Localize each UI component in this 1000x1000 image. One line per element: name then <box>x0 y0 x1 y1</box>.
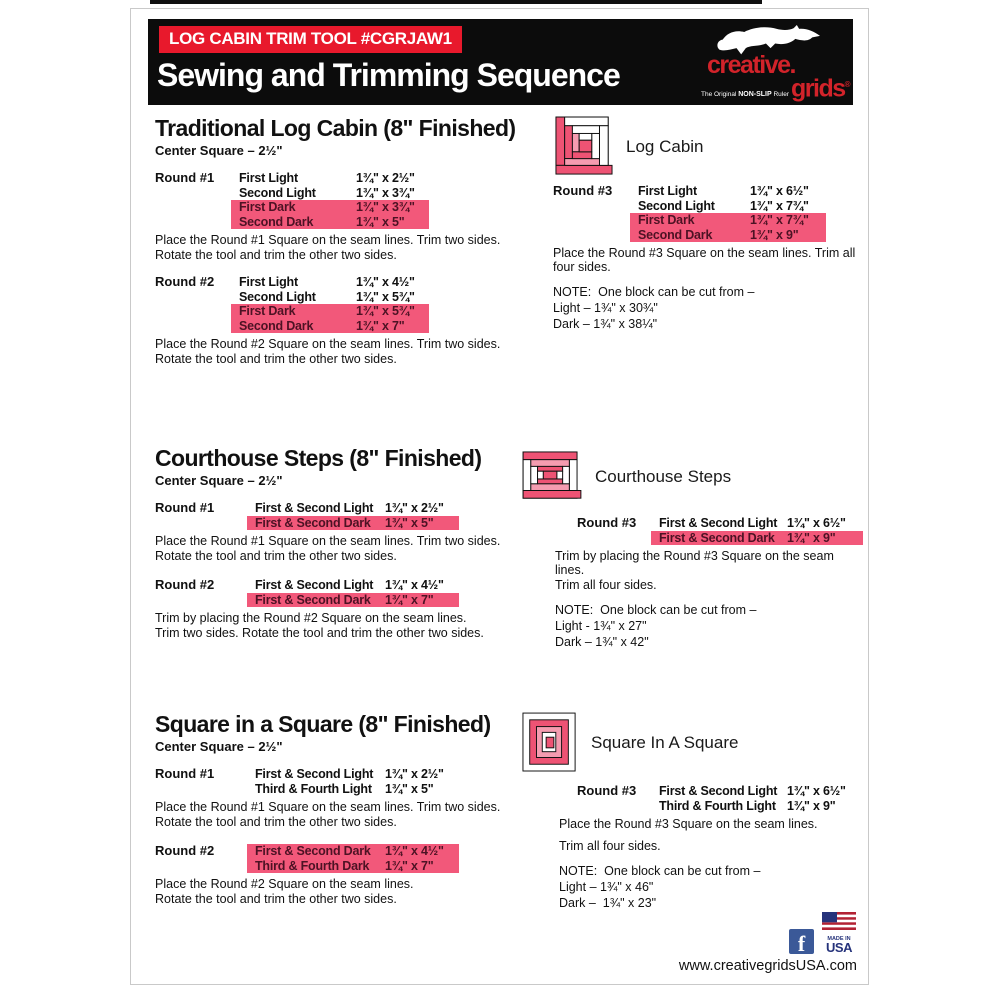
instruction-text: Trim all four sides. <box>559 839 661 853</box>
instruction-text: Place the Round #3 Square on the seam li… <box>553 246 856 274</box>
table-row: Third & Fourth Light 1¾" x 5" <box>255 781 434 796</box>
instruction-text: Place the Round #1 Square on the seam li… <box>155 800 501 814</box>
table-row: Third & Fourth Light 1¾" x 9" <box>659 798 836 813</box>
page-title: Sewing and Trimming Sequence <box>157 57 621 93</box>
instruction-sheet-page: LOG CABIN TRIM TOOL #CGRJAW1 Sewing and … <box>130 8 869 985</box>
usa-flag-icon <box>822 912 856 930</box>
table-row-highlighted: First Dark 1¾" x 3¾" <box>231 200 429 215</box>
courthouse-steps-block-icon <box>522 451 582 499</box>
table-row: First & Second Light 1¾" x 6½" <box>659 784 846 798</box>
website-url: www.creativegridsUSA.com <box>678 958 857 974</box>
fox-logo-icon <box>717 25 820 55</box>
logo-creative-text: creative. <box>707 51 796 79</box>
instruction-text: Rotate the tool and trim the other two s… <box>155 549 397 563</box>
block-label: Courthouse Steps <box>595 467 732 486</box>
instruction-text: Trim by placing the Round #3 Square on t… <box>555 549 834 577</box>
round-1-table: Round #1 First Light 1¾" x 2½" Second Lig… <box>155 170 527 229</box>
instruction-text: Trim by placing the Round #2 Square on t… <box>155 611 467 625</box>
table-row: Second Light 1¾" x 3¾" <box>239 185 415 200</box>
top-edge-artifact <box>150 0 762 4</box>
instruction-text: Trim all four sides. <box>555 578 657 592</box>
table-row-highlighted: First & Second Dark 1¾" x 5" <box>247 515 459 530</box>
round-3-table: Round #3 First Light 1¾" x 6½" Second Lig… <box>553 183 858 242</box>
instruction-text: Rotate the tool and trim the other two s… <box>155 892 397 906</box>
instruction-text: Rotate the tool and trim the other two s… <box>155 352 397 366</box>
section-traditional-log-cabin: Traditional Log Cabin (8" Finished) Cent… <box>155 115 860 367</box>
center-square-note: Center Square – 2½" <box>155 739 283 754</box>
table-row: First & Second Light 1¾" x 4½" <box>255 578 444 592</box>
table-row-highlighted: Second Dark 1¾" x 5" <box>231 214 429 229</box>
table-row: First Light 1¾" x 4½" <box>239 275 415 289</box>
instruction-text: Place the Round #3 Square on the seam li… <box>559 817 818 831</box>
round-2-table: Round #2 First & Second Light 1¾" x 4½" F… <box>155 577 527 607</box>
block-label: Square In A Square <box>591 733 739 752</box>
table-row-highlighted: Second Dark 1¾" x 9" <box>630 227 826 242</box>
round-1-table: Round #1 First & Second Light 1¾" x 2½" F… <box>155 500 527 530</box>
instruction-text: Trim two sides. Rotate the tool and trim… <box>155 626 484 640</box>
table-row-highlighted: First Dark 1¾" x 5¾" <box>231 304 429 319</box>
logo-tagline: The Original NON-SLIP Ruler <box>701 91 790 99</box>
table-row: First & Second Light 1¾" x 2½" <box>255 767 444 781</box>
instruction-text: Rotate the tool and trim the other two s… <box>155 815 397 829</box>
table-row: Second Light 1¾" x 5¾" <box>239 289 415 304</box>
cutting-note: NOTE: One block can be cut from – Light … <box>553 285 755 331</box>
round-2-table: Round #2 First & Second Dark 1¾" x 4½" Th… <box>155 843 527 873</box>
block-label: Log Cabin <box>626 137 704 156</box>
made-in-usa-badge: MADE IN USA <box>821 912 857 954</box>
product-badge: LOG CABIN TRIM TOOL #CGRJAW1 <box>159 26 462 53</box>
table-row: First Light 1¾" x 2½" <box>239 171 415 185</box>
table-row-highlighted: Second Dark 1¾" x 7" <box>231 318 429 333</box>
round-3-table: Round #3 First & Second Light 1¾" x 6½" F… <box>577 515 863 545</box>
table-row-highlighted: Third & Fourth Dark 1¾" x 7" <box>247 858 459 873</box>
footer: f MADE IN USA www.creativegridsUSA.com <box>679 912 857 974</box>
section-courthouse-steps: Courthouse Steps (8" Finished) Center Sq… <box>155 445 863 649</box>
table-row: Second Light 1¾" x 7¾" <box>638 198 809 213</box>
header-bar: LOG CABIN TRIM TOOL #CGRJAW1 Sewing and … <box>148 19 853 105</box>
cutting-note: NOTE: One block can be cut from – Light … <box>559 864 761 910</box>
section-heading: Courthouse Steps (8" Finished) <box>155 445 482 471</box>
table-row-highlighted: First Dark 1¾" x 7¾" <box>630 213 826 228</box>
table-row-highlighted: First & Second Dark 1¾" x 7" <box>247 592 459 607</box>
instruction-text: Rotate the tool and trim the other two s… <box>155 248 397 262</box>
table-row-highlighted: First & Second Dark 1¾" x 9" <box>651 530 863 545</box>
center-square-note: Center Square – 2½" <box>155 143 283 158</box>
section-heading: Square in a Square (8" Finished) <box>155 711 491 737</box>
table-row-highlighted: First & Second Dark 1¾" x 4½" <box>247 844 459 859</box>
instruction-text: Place the Round #2 Square on the seam li… <box>155 877 414 891</box>
instruction-text: Place the Round #2 Square on the seam li… <box>155 337 501 351</box>
instruction-text: Place the Round #1 Square on the seam li… <box>155 534 501 548</box>
square-in-a-square-block-icon <box>522 712 576 772</box>
round-3-table: Round #3 First & Second Light 1¾" x 6½" T… <box>577 783 856 813</box>
center-square-note: Center Square – 2½" <box>155 473 283 488</box>
logo-grids-text: grids® <box>791 74 851 103</box>
cutting-note: NOTE: One block can be cut from – Light … <box>555 603 757 649</box>
creative-grids-logo: creative. The Original NON-SLIP Ruler gr… <box>693 21 851 103</box>
section-square-in-a-square: Square in a Square (8" Finished) Center … <box>155 711 860 911</box>
table-row: First & Second Light 1¾" x 2½" <box>255 501 444 515</box>
round-1-table: Round #1 First & Second Light 1¾" x 2½" T… <box>155 766 527 796</box>
table-row: First Light 1¾" x 6½" <box>638 184 809 198</box>
instruction-text: Place the Round #1 Square on the seam li… <box>155 233 501 247</box>
section-heading: Traditional Log Cabin (8" Finished) <box>155 115 516 141</box>
facebook-icon: f <box>789 929 814 956</box>
log-cabin-block-icon <box>555 116 613 175</box>
table-row: First & Second Light 1¾" x 6½" <box>659 516 846 530</box>
round-2-table: Round #2 First Light 1¾" x 4½" Second Lig… <box>155 274 527 333</box>
